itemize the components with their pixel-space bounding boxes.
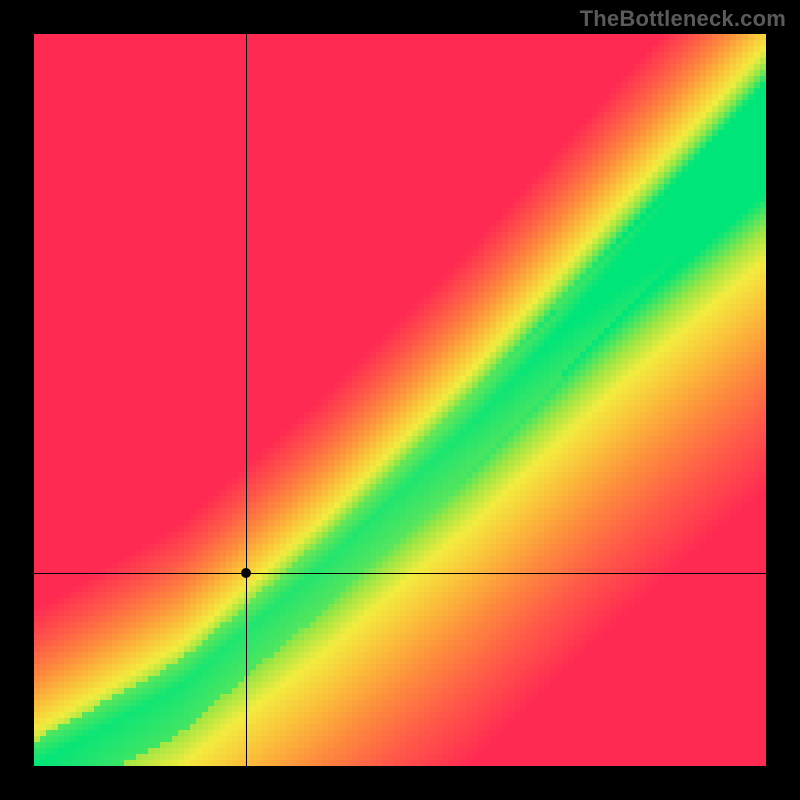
watermark-text: TheBottleneck.com	[580, 6, 786, 32]
crosshair-marker	[241, 568, 251, 578]
crosshair-vertical	[246, 34, 247, 766]
crosshair-horizontal	[34, 573, 766, 574]
heatmap-plot	[34, 34, 766, 766]
heatmap-canvas	[34, 34, 766, 766]
